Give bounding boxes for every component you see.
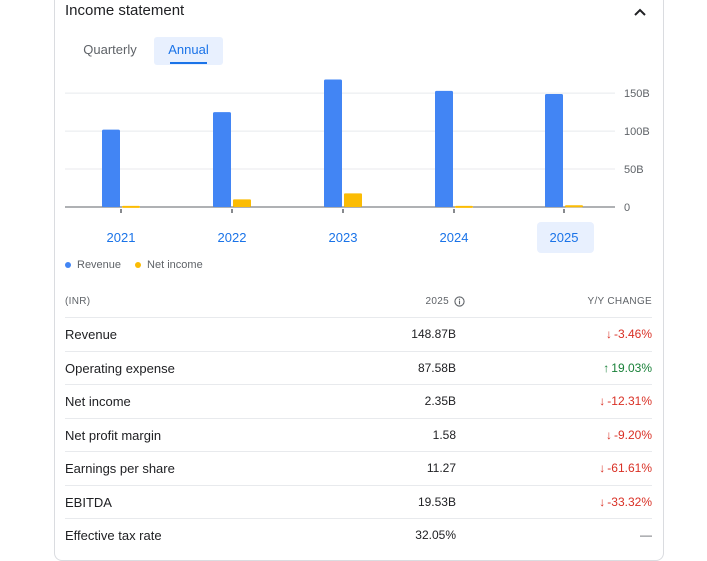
x-tick-label[interactable]: 2024 (440, 230, 469, 245)
row-change-value: -3.46% (613, 327, 652, 341)
bar-net-income-2024[interactable] (455, 205, 473, 208)
row-label: EBITDA (65, 494, 112, 510)
x-tick-label[interactable]: 2021 (107, 230, 136, 245)
table-row: Net profit margin 1.58 ↓ -9.20% (65, 417, 652, 452)
x-tick-label[interactable]: 2022 (218, 230, 247, 245)
tab-annual-label: Annual (168, 42, 209, 57)
tab-annual[interactable]: Annual (154, 37, 223, 65)
row-change: ↓ -9.20% (606, 428, 652, 442)
table-row: Effective tax rate 32.05% — (65, 518, 652, 552)
table-row: EBITDA 19.53B ↓ -33.32% (65, 484, 652, 519)
table-row: Operating expense 87.58B ↑ 19.03% (65, 350, 652, 385)
row-change-value: -33.32% (607, 494, 652, 509)
row-value: 32.05% (415, 528, 456, 542)
header-currency: (INR) (65, 296, 91, 307)
row-label: Net income (65, 394, 131, 409)
legend-item-net-income: Net income (135, 259, 203, 271)
row-value: 1.58 (432, 427, 456, 442)
arrow-down-icon: ↓ (599, 494, 606, 509)
legend-dot-net-income (135, 262, 142, 268)
arrow-down-icon: ↓ (599, 394, 606, 408)
legend-label-revenue: Revenue (77, 259, 122, 271)
arrow-down-icon: ↓ (605, 327, 612, 341)
card-title: Income statement (65, 2, 185, 19)
row-value: 2.35B (424, 394, 456, 408)
income-statement-card: Income statement Quarterly Annual 0 50B 10… (54, 0, 664, 561)
tab-active-indicator (170, 62, 207, 64)
row-value: 11.27 (426, 461, 456, 475)
row-change: ↓ -3.46% (606, 327, 652, 341)
arrow-down-icon: ↓ (605, 427, 612, 442)
row-label: Effective tax rate (65, 528, 162, 543)
row-value: 148.87B (411, 327, 456, 341)
bar-revenue-2021[interactable] (102, 129, 120, 207)
row-label: Revenue (65, 327, 118, 342)
arrow-up-icon: ↑ (603, 360, 610, 375)
legend-item-revenue: Revenue (65, 259, 121, 271)
bar-net-income-2025[interactable] (565, 205, 583, 208)
row-change-value: -12.31% (607, 394, 652, 408)
table-row: Net income 2.35B ↓ -12.31% (65, 384, 652, 418)
income-chart: 0 50B 100B 150B 2021 2022 2023 2024 2025 (65, 79, 650, 245)
row-value: 19.53B (417, 494, 456, 509)
y-tick-label: 0 (624, 202, 630, 214)
bar-net-income-2023[interactable] (344, 193, 362, 207)
x-tick-label[interactable]: 2023 (329, 230, 358, 245)
row-value: 87.58B (417, 360, 456, 375)
row-change: ↑ 19.03% (603, 361, 652, 375)
table-row: Earnings per share 11.27 ↓ -61.61% (65, 451, 652, 485)
row-change-value: 19.03% (611, 360, 652, 375)
table-header: (INR) 2025 Y/Y CHANGE (65, 290, 652, 316)
legend-dot-revenue (65, 262, 71, 268)
bar-revenue-2023[interactable] (324, 79, 342, 207)
table-row: Revenue 148.87B ↓ -3.46% (65, 317, 652, 351)
chevron-up-icon[interactable] (630, 2, 650, 22)
x-tick-label[interactable]: 2025 (550, 230, 579, 245)
y-tick-label: 50B (624, 164, 644, 176)
row-change-value: -61.61% (607, 461, 652, 475)
info-icon[interactable] (454, 296, 465, 307)
chart-legend: Revenue Net income (65, 259, 217, 271)
arrow-down-icon: ↓ (599, 461, 606, 475)
row-label: Earnings per share (65, 461, 175, 476)
row-change-value: — (640, 528, 652, 542)
header-period-label: 2025 (425, 296, 449, 307)
tab-quarterly[interactable]: Quarterly (83, 42, 137, 57)
row-change-value: -9.20% (613, 427, 652, 442)
y-tick-label: 100B (624, 126, 650, 138)
selected-year-highlight (537, 222, 594, 253)
header-period: 2025 (426, 296, 465, 307)
row-change: ↓ -61.61% (599, 461, 652, 475)
row-change: ↓ -33.32% (599, 495, 652, 509)
y-tick-label: 150B (624, 88, 650, 100)
bar-net-income-2022[interactable] (233, 199, 251, 207)
header-change: Y/Y CHANGE (587, 296, 652, 307)
bar-revenue-2024[interactable] (435, 90, 453, 207)
bar-revenue-2022[interactable] (213, 112, 231, 207)
legend-label-net-income: Net income (147, 259, 203, 271)
row-label: Operating expense (65, 360, 175, 376)
bar-net-income-2021[interactable] (122, 205, 140, 208)
row-change: — (640, 528, 652, 542)
row-label: Net profit margin (65, 427, 162, 443)
row-change: ↓ -12.31% (599, 394, 652, 408)
bar-revenue-2025[interactable] (545, 94, 563, 207)
